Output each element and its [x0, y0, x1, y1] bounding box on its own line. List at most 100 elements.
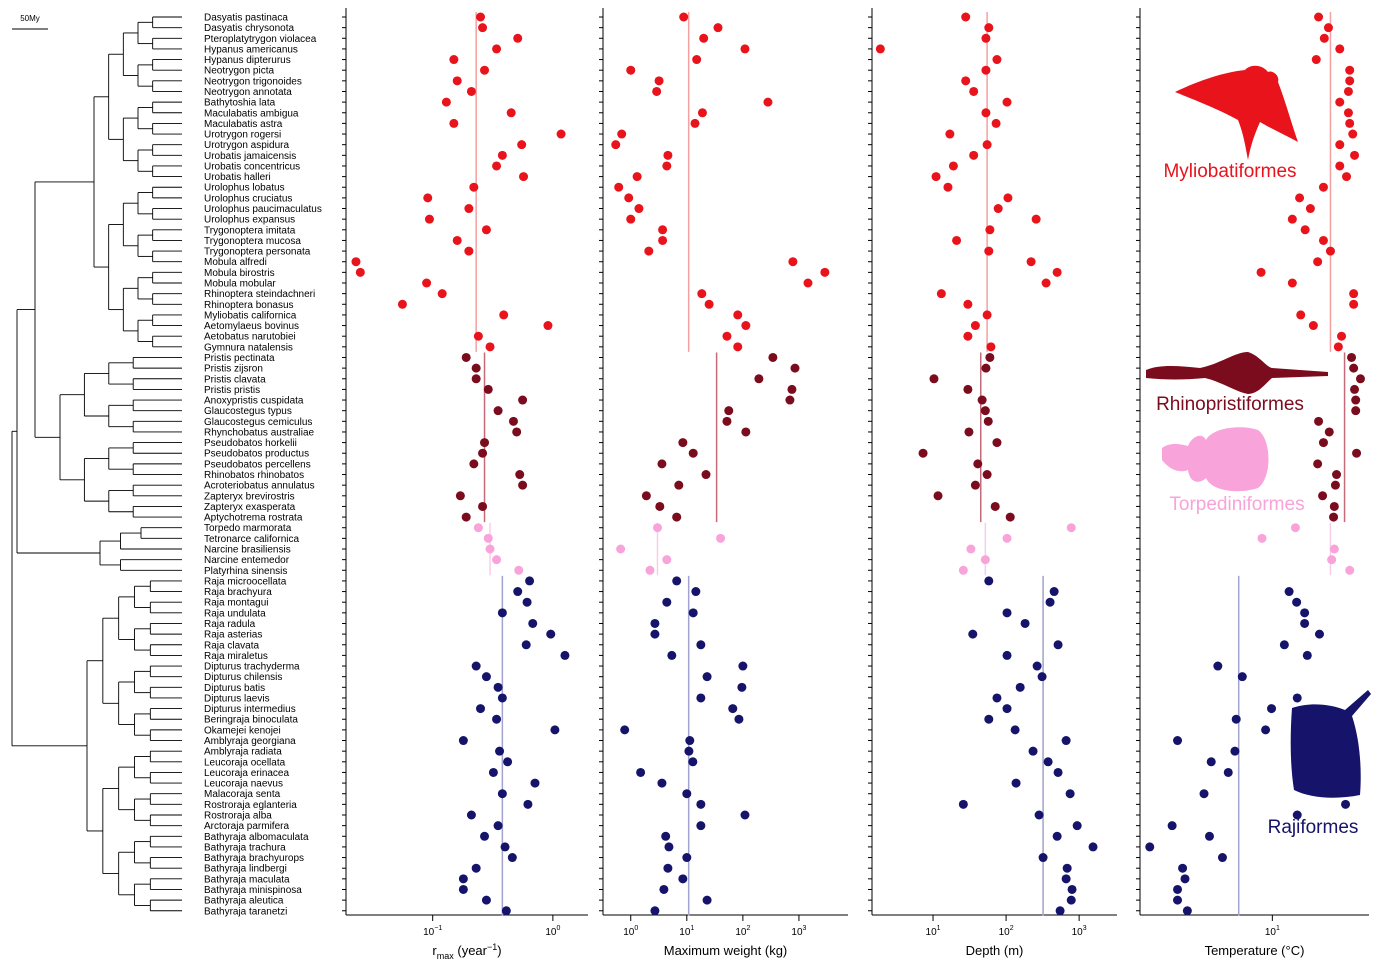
species-label: Dipturus laevis: [204, 693, 270, 704]
data-point: [1267, 704, 1277, 714]
tick-base: 10: [926, 927, 938, 938]
data-point: [1349, 363, 1359, 373]
data-point: [1308, 321, 1318, 331]
data-point: [664, 842, 674, 852]
species-label: Maculabatis ambigua: [204, 108, 299, 119]
data-point: [1329, 544, 1339, 554]
data-point: [464, 246, 474, 256]
data-point: [964, 427, 974, 437]
data-point: [1287, 278, 1297, 288]
species-label: Maculabatis astra: [204, 119, 283, 130]
data-point: [518, 395, 528, 405]
species-label: Hypanus americanus: [204, 44, 298, 55]
tick-exponent: 0: [556, 925, 560, 932]
x-axis-label: Temperature (°C): [1205, 943, 1305, 958]
data-point: [1145, 842, 1155, 852]
data-point: [716, 533, 726, 543]
data-point: [820, 267, 830, 277]
data-point: [754, 374, 764, 384]
data-point: [634, 204, 644, 214]
data-point: [713, 23, 723, 33]
data-point: [1330, 480, 1340, 490]
data-point: [645, 565, 655, 575]
data-point: [469, 459, 479, 469]
data-point: [1072, 821, 1082, 831]
data-point: [455, 491, 465, 501]
data-point: [1290, 523, 1300, 533]
data-point: [518, 480, 528, 490]
data-point: [1314, 416, 1324, 426]
data-point: [424, 214, 434, 224]
species-label: Urolophus expansus: [204, 215, 295, 226]
species-label: Hypanus dipterurus: [204, 55, 291, 66]
tick-exponent: 0: [634, 925, 638, 932]
data-point: [543, 321, 553, 331]
data-point: [986, 342, 996, 352]
data-point: [1066, 523, 1076, 533]
data-point: [523, 799, 533, 809]
data-point: [1350, 150, 1360, 160]
data-point: [461, 352, 471, 362]
species-label: Dipturus intermedius: [204, 704, 296, 715]
data-point: [1314, 629, 1324, 639]
data-point: [1318, 235, 1328, 245]
data-point: [657, 778, 667, 788]
data-point: [641, 491, 651, 501]
data-point: [1173, 736, 1183, 746]
data-point: [763, 97, 773, 107]
species-label: Dipturus chilensis: [204, 672, 282, 683]
data-point: [422, 278, 432, 288]
data-point: [1041, 278, 1051, 288]
data-point: [546, 629, 556, 639]
species-label: Rostroraja alba: [204, 811, 272, 822]
data-point: [663, 150, 673, 160]
tick-base: 10: [623, 927, 635, 938]
species-label: Gymnura natalensis: [204, 342, 293, 353]
data-point: [1002, 704, 1012, 714]
data-point: [1335, 161, 1345, 171]
data-point: [617, 129, 627, 139]
data-point: [733, 310, 743, 320]
data-point: [1318, 182, 1328, 192]
data-point: [423, 193, 433, 203]
data-point: [958, 799, 968, 809]
data-point: [1038, 853, 1048, 863]
data-point: [1026, 257, 1036, 267]
data-point: [449, 118, 459, 128]
data-point: [1293, 778, 1303, 788]
data-point: [981, 65, 991, 75]
species-label: Okamejei kenojei: [204, 725, 281, 736]
data-point: [699, 33, 709, 43]
label-subscript: max: [437, 951, 455, 961]
species-label: Aptychotrema rostrata: [204, 513, 303, 524]
data-point: [977, 395, 987, 405]
data-point: [493, 682, 503, 692]
species-label: Bathyraja albomaculata: [204, 832, 309, 843]
data-point: [1020, 618, 1030, 628]
tick-exponent: 3: [1083, 925, 1087, 932]
tick-base: 10: [423, 927, 435, 938]
data-point: [740, 810, 750, 820]
data-point: [492, 161, 502, 171]
data-point: [982, 470, 992, 480]
x-tick-label: 101: [1265, 925, 1280, 938]
tick-exponent: 2: [746, 925, 750, 932]
data-point: [1332, 470, 1342, 480]
data-point: [1067, 884, 1077, 894]
data-point: [492, 44, 502, 54]
data-point: [1062, 863, 1072, 873]
species-label: Glaucostegus cemiculus: [204, 417, 312, 428]
data-point: [1178, 863, 1188, 873]
species-label: Neotrygon trigonoides: [204, 76, 302, 87]
species-label: Leucoraja ocellata: [204, 757, 286, 768]
data-point: [931, 172, 941, 182]
species-label: Rhinoptera bonasus: [204, 300, 294, 311]
data-point: [662, 161, 672, 171]
data-point: [495, 746, 505, 756]
data-point: [1199, 789, 1209, 799]
data-point: [983, 416, 993, 426]
data-point: [466, 86, 476, 96]
data-point: [1173, 895, 1183, 905]
species-label: Urobatis jamaicensis: [204, 151, 296, 162]
species-label: Beringraja binoculata: [204, 715, 298, 726]
